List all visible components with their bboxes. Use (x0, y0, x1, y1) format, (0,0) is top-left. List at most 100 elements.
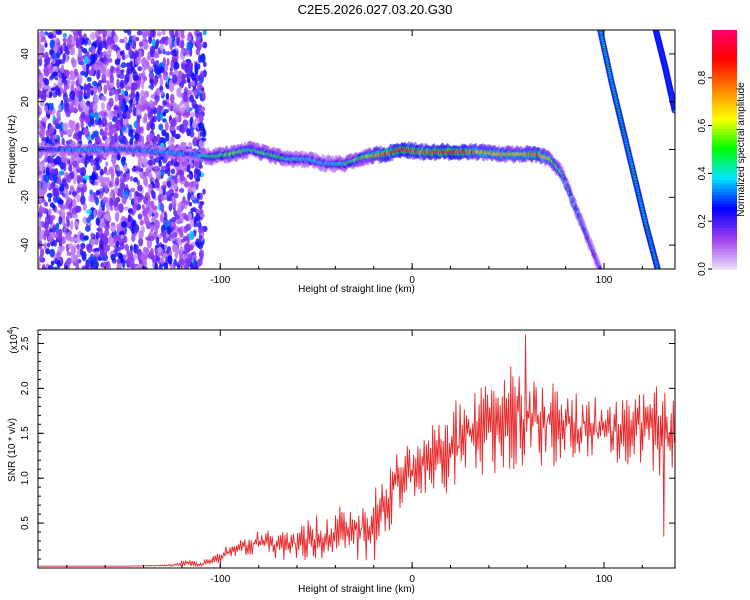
noise-speck (115, 165, 121, 172)
noise-speck (180, 106, 185, 114)
noise-speck (186, 163, 191, 173)
noise-speck (117, 252, 122, 259)
top-y-tick-label: -20 (20, 190, 31, 205)
noise-speck (112, 44, 119, 52)
noise-speck (156, 179, 160, 189)
noise-speck (199, 192, 203, 201)
noise-speck (120, 94, 125, 100)
noise-speck (124, 90, 129, 97)
noise-speck (114, 94, 119, 103)
noise-speck (85, 100, 91, 107)
noise-speck (166, 180, 172, 188)
noise-speck (162, 252, 168, 258)
noise-speck (128, 93, 134, 99)
noise-speck (72, 160, 78, 168)
noise-speck (143, 112, 148, 123)
noise-speck (152, 205, 158, 211)
colorbar-segment (712, 113, 737, 118)
colorbar-segment (712, 122, 737, 127)
noise-speck (84, 155, 91, 165)
noise-speck (120, 234, 124, 240)
noise-speck (83, 56, 89, 66)
noise-speck (146, 201, 151, 206)
noise-speck (181, 161, 186, 167)
noise-speck (200, 71, 205, 79)
noise-speck (65, 231, 72, 241)
noise-speck (45, 248, 51, 255)
noise-speck (95, 189, 100, 196)
noise-speck (47, 32, 54, 39)
noise-speck (116, 69, 122, 76)
noise-speck (190, 112, 195, 119)
noise-speck (47, 208, 52, 216)
noise-speck (132, 204, 137, 214)
noise-speck (73, 108, 78, 114)
noise-speck (46, 242, 51, 248)
trace-core (598, 266, 602, 269)
noise-speck (194, 108, 199, 114)
noise-speck (172, 192, 179, 199)
noise-speck (170, 263, 176, 269)
colorbar-segment (712, 164, 737, 169)
noise-speck (84, 72, 88, 78)
noise-speck (65, 50, 70, 56)
noise-speck (146, 238, 153, 249)
noise-speck (131, 167, 137, 172)
noise-speck (178, 187, 185, 193)
noise-speck (74, 100, 80, 107)
noise-speck (197, 219, 202, 230)
colorbar-segment (712, 161, 737, 166)
noise-speck (39, 163, 45, 172)
top-x-tick-label: 100 (596, 275, 613, 286)
noise-speck (191, 206, 197, 213)
noise-speck (197, 81, 203, 91)
noise-speck (130, 85, 136, 95)
noise-speck (145, 236, 151, 241)
noise-speck (159, 77, 164, 87)
noise-speck (154, 219, 160, 230)
colorbar-segment (712, 155, 737, 160)
noise-speck (77, 48, 83, 58)
noise-speck (123, 171, 127, 182)
noise-speck (75, 262, 80, 269)
noise-speck (62, 37, 67, 43)
noise-speck (58, 170, 65, 176)
noise-speck (116, 223, 122, 229)
spectrogram (38, 30, 675, 269)
noise-speck (180, 125, 186, 134)
noise-speck (143, 60, 148, 71)
noise-speck (141, 135, 145, 145)
noise-speck (181, 212, 186, 217)
noise-speck (50, 214, 56, 221)
noise-speck (141, 209, 147, 216)
colorbar-segment (712, 128, 737, 133)
noise-speck (158, 264, 163, 269)
noise-speck (66, 174, 72, 183)
noise-speck (102, 196, 108, 204)
top-y-tick-label: 0 (20, 146, 31, 152)
noise-speck (159, 39, 165, 45)
noise-speck (135, 165, 141, 172)
noise-speck (67, 75, 71, 86)
noise-speck (182, 94, 189, 103)
noise-speck (132, 71, 139, 82)
noise-speck (93, 256, 97, 265)
noise-speck (201, 87, 205, 92)
noise-speck (175, 36, 181, 43)
noise-speck (56, 51, 60, 59)
noise-speck (161, 137, 166, 144)
noise-speck (183, 181, 190, 188)
noise-speck (162, 118, 167, 123)
colorbar-segment (712, 188, 737, 192)
noise-speck (100, 56, 105, 63)
noise-speck (187, 72, 192, 78)
colorbar-segment (712, 71, 737, 76)
noise-speck (155, 42, 159, 50)
colorbar-segment (712, 101, 737, 106)
noise-speck (83, 175, 90, 180)
noise-speck (148, 36, 153, 45)
noise-speck (157, 247, 163, 253)
noise-speck (186, 36, 192, 42)
noise-speck (90, 238, 96, 246)
noise-speck (112, 157, 116, 168)
